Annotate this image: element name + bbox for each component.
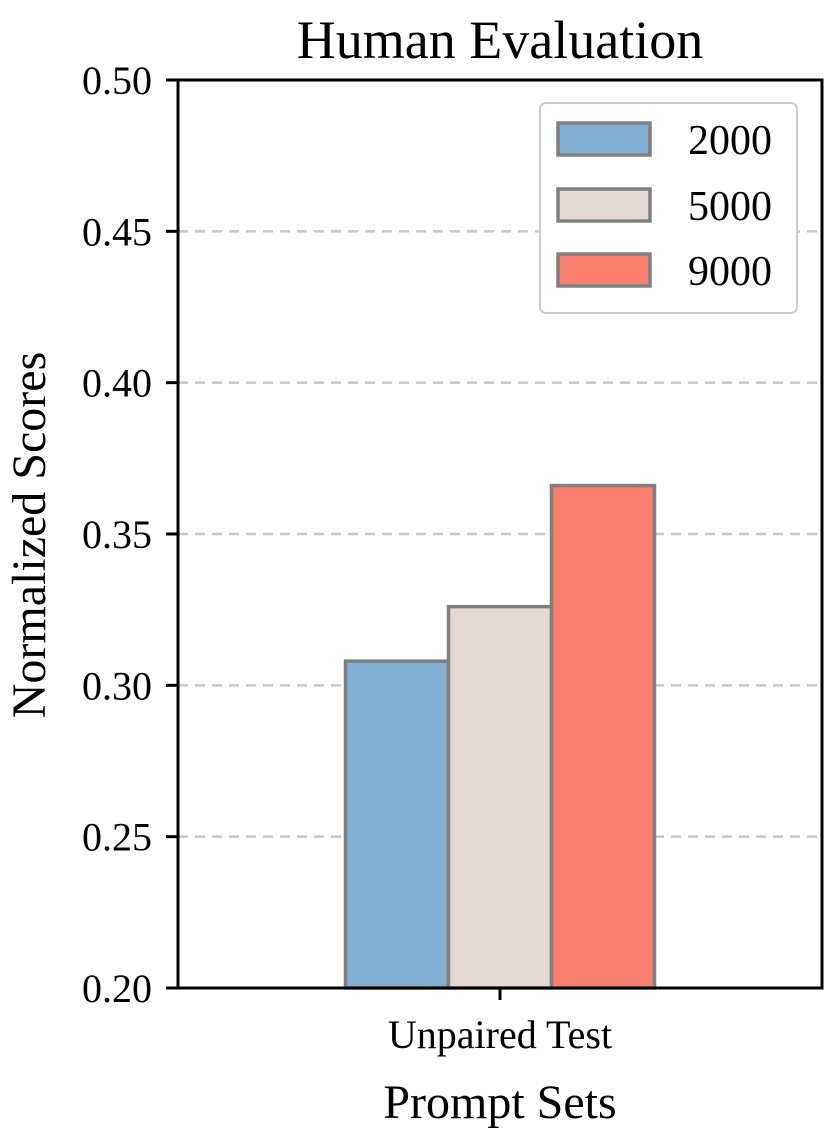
y-axis-label: Normalized Scores	[3, 352, 56, 719]
y-axis-ticks: 0.20 0.25 0.30 0.35 0.40 0.45 0.50	[82, 58, 178, 1011]
bar-2000	[343, 659, 451, 990]
y-tick-label: 0.25	[82, 815, 152, 860]
legend-swatch-5000	[556, 187, 652, 223]
y-tick-label: 0.40	[82, 361, 152, 406]
bar-5000	[446, 604, 554, 990]
chart-title: Human Evaluation	[297, 10, 703, 70]
x-axis-ticks: Unpaired Test	[388, 988, 612, 1057]
legend-swatch-2000	[556, 121, 652, 157]
x-axis-label: Prompt Sets	[383, 1076, 616, 1129]
legend-label: 9000	[688, 249, 772, 295]
y-tick-label: 0.20	[82, 966, 152, 1011]
bar-9000	[549, 483, 657, 990]
y-tick-label: 0.50	[82, 58, 152, 103]
legend-swatch-9000	[556, 252, 652, 288]
y-tick-label: 0.35	[82, 512, 152, 557]
legend: 2000 5000 9000	[539, 102, 798, 314]
bars	[343, 483, 657, 990]
legend-label: 5000	[688, 184, 772, 230]
legend-label: 2000	[688, 118, 772, 164]
x-tick-label: Unpaired Test	[388, 1012, 612, 1057]
y-tick-label: 0.30	[82, 663, 152, 708]
y-tick-label: 0.45	[82, 209, 152, 254]
